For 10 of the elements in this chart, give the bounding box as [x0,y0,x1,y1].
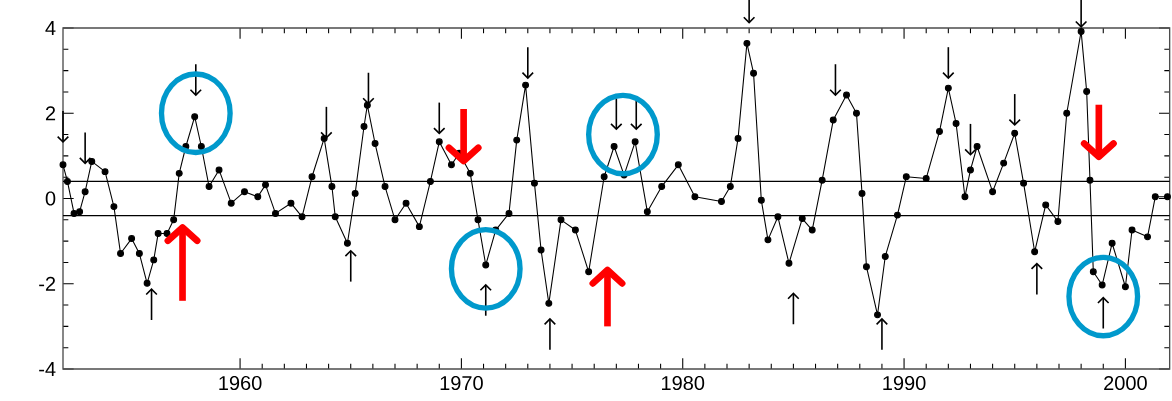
x-tick-label: 1980 [662,375,705,391]
x-tick-label: 2000 [1104,375,1147,391]
x-tick-label: 1970 [440,375,483,391]
x-tick-label: 1990 [883,375,926,391]
y-tick-label: 2 [45,106,56,121]
y-tick-label: -4 [39,362,56,376]
y-tick-label: -2 [39,276,56,291]
x-tick-label: 1960 [219,375,262,391]
y-tick-label: 4 [45,21,56,35]
y-tick-label: 0 [45,191,56,206]
